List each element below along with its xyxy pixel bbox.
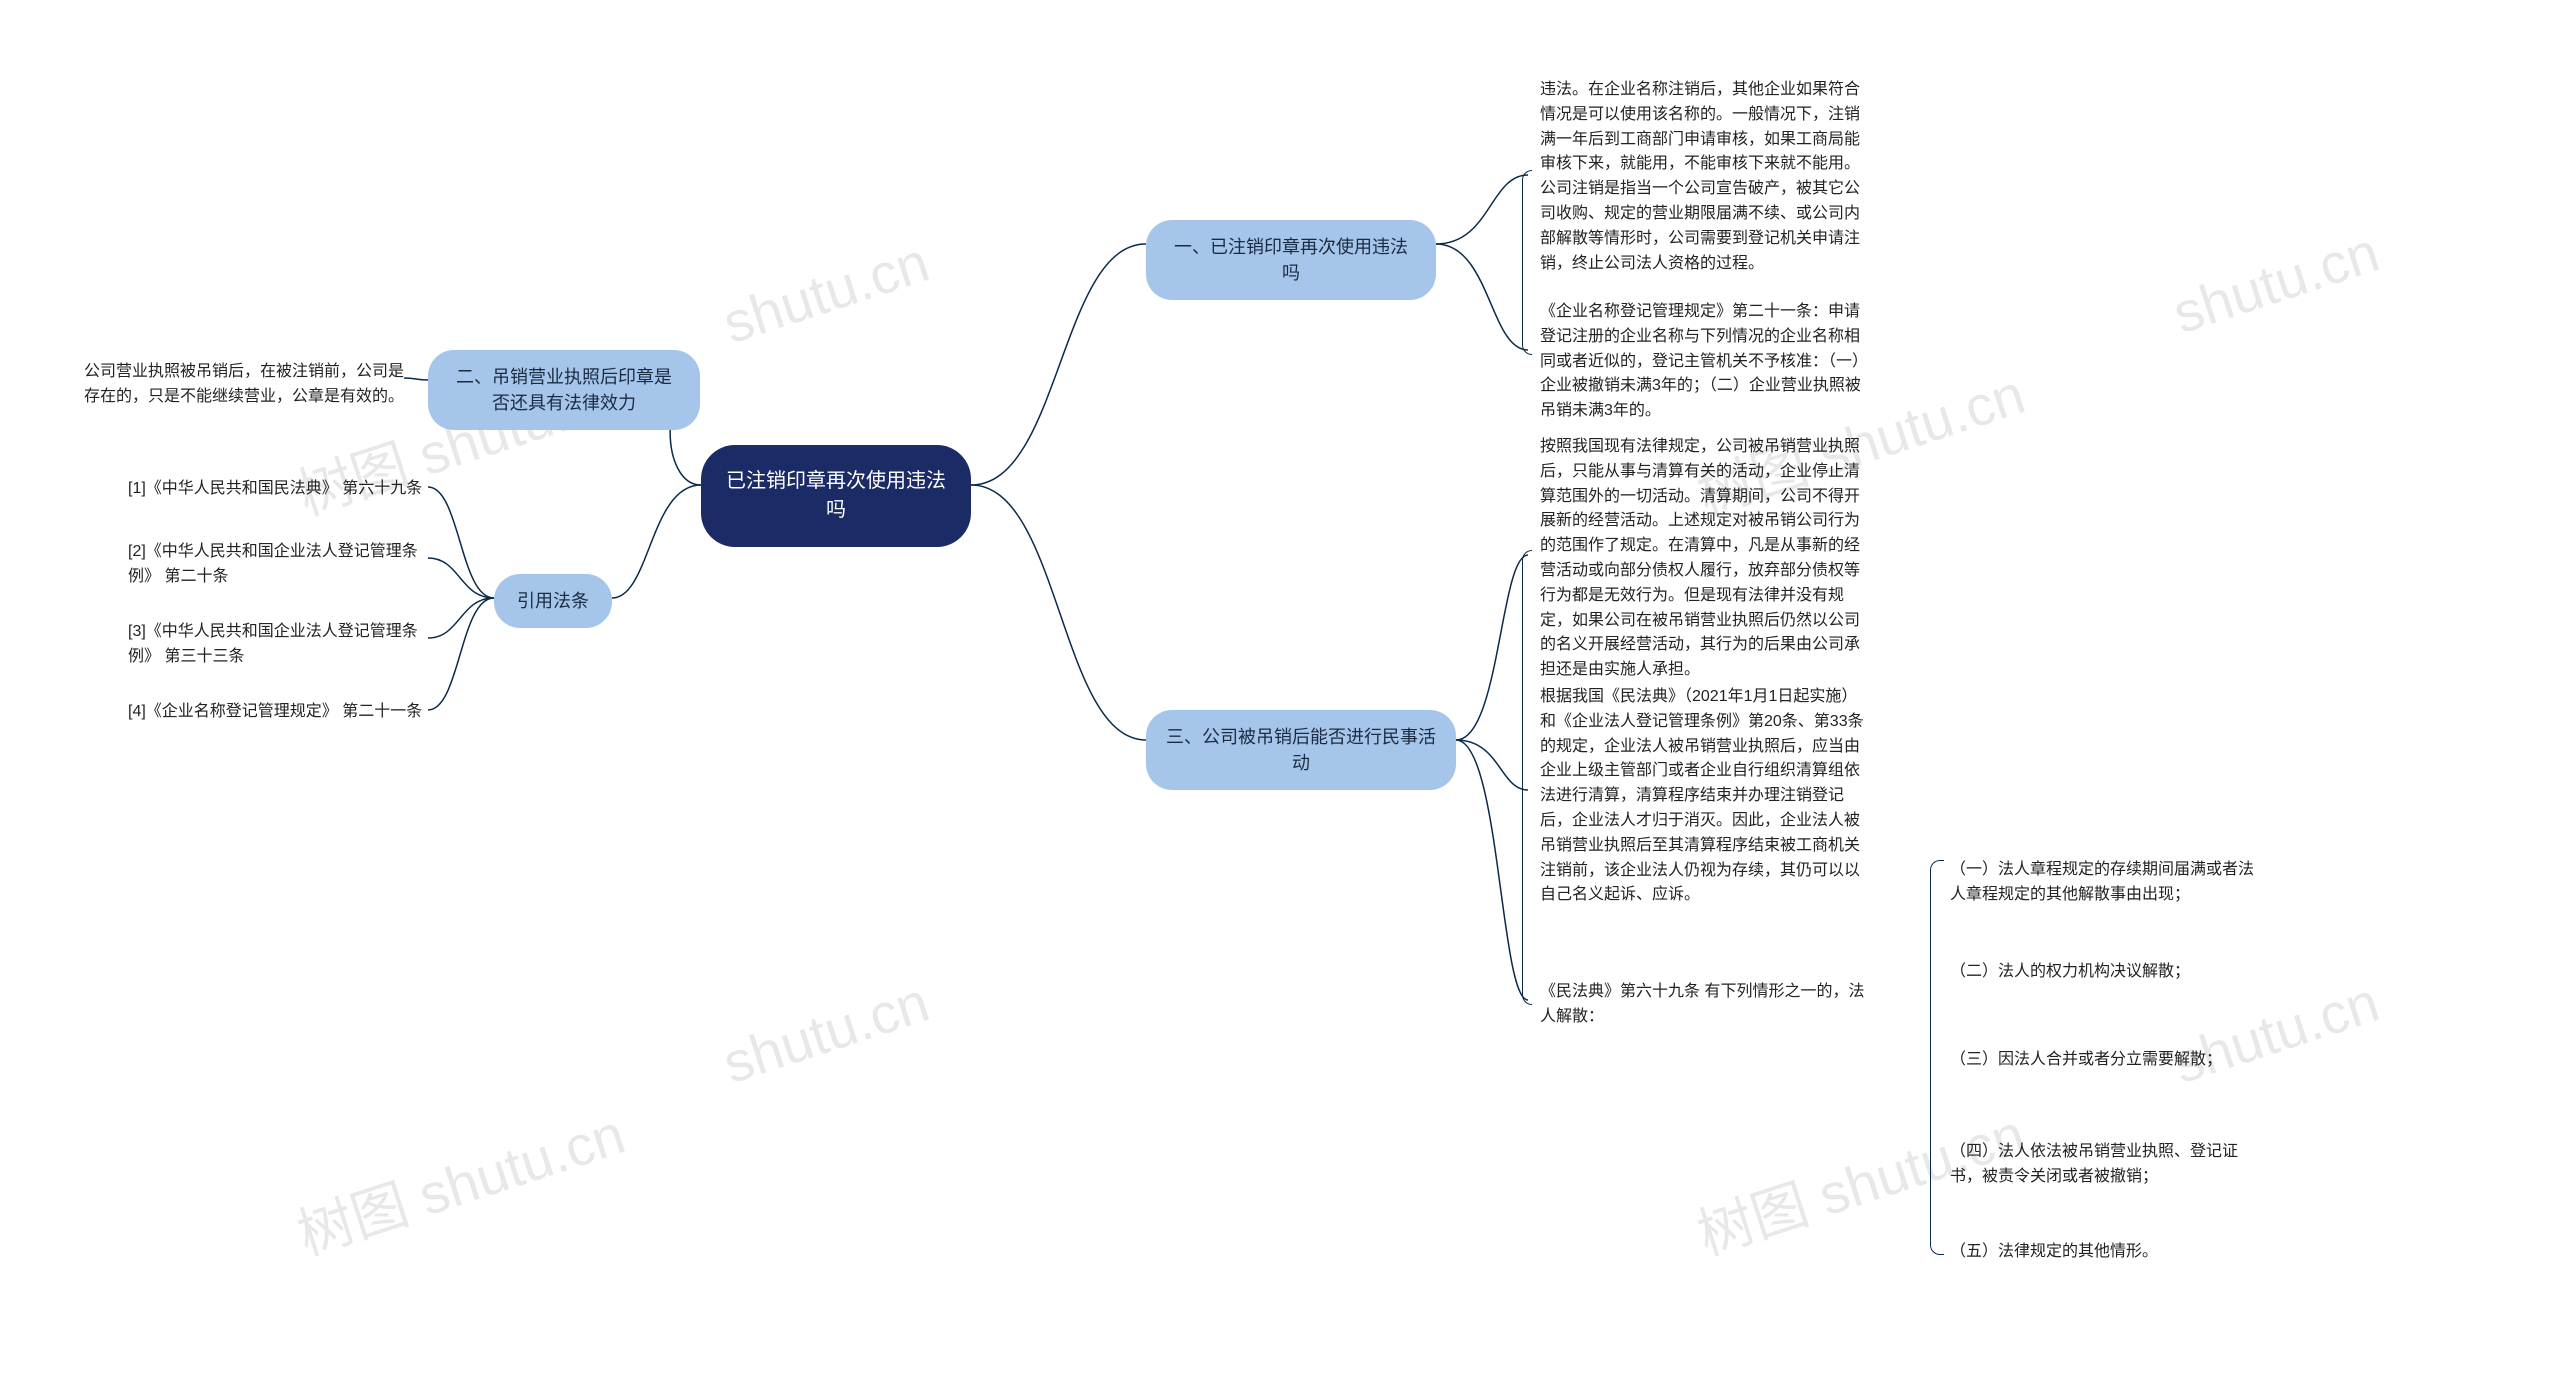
watermark: shutu.cn xyxy=(715,969,936,1096)
leaf-node: （一）法人章程规定的存续期间届满或者法人章程规定的其他解散事由出现； xyxy=(1950,858,2260,908)
leaf-node: （二）法人的权力机构决议解散； xyxy=(1950,960,2260,985)
leaf-node: （三）因法人合并或者分立需要解散； xyxy=(1950,1048,2260,1073)
branch-node: 三、公司被吊销后能否进行民事活动 xyxy=(1146,710,1456,790)
watermark: shutu.cn xyxy=(715,229,936,356)
central-node: 已注销印章再次使用违法吗 xyxy=(701,445,971,547)
leaf-node: 根据我国《民法典》（2021年1月1日起实施）和《企业法人登记管理条例》第20条… xyxy=(1540,685,1870,908)
bracket-r3 xyxy=(1522,550,1532,1005)
leaf-node: [2]《中华人民共和国企业法人登记管理条例》 第二十条 xyxy=(128,540,428,590)
leaf-node: （五）法律规定的其他情形。 xyxy=(1950,1240,2260,1265)
leaf-node: 违法。在企业名称注销后，其他企业如果符合情况是可以使用该名称的。一般情况下，注销… xyxy=(1540,78,1870,276)
watermark: shutu.cn xyxy=(2165,969,2386,1096)
leaf-node: 《民法典》第六十九条 有下列情形之一的，法人解散： xyxy=(1540,980,1870,1030)
bracket-grand xyxy=(1930,860,1944,1255)
leaf-node: 《企业名称登记管理规定》第二十一条：申请登记注册的企业名称与下列情况的企业名称相… xyxy=(1540,300,1870,424)
leaf-node: 公司营业执照被吊销后，在被注销前，公司是存在的，只是不能继续营业，公章是有效的。 xyxy=(84,360,404,410)
leaf-node: [3]《中华人民共和国企业法人登记管理条例》 第三十三条 xyxy=(128,620,428,670)
watermark: shutu.cn xyxy=(2165,219,2386,346)
leaf-node: [1]《中华人民共和国民法典》 第六十九条 xyxy=(128,477,428,502)
branch-node: 引用法条 xyxy=(494,574,612,628)
bracket-r1 xyxy=(1522,170,1532,355)
branch-node: 一、已注销印章再次使用违法吗 xyxy=(1146,220,1436,300)
leaf-node: 按照我国现有法律规定，公司被吊销营业执照后，只能从事与清算有关的活动，企业停止清… xyxy=(1540,435,1870,683)
watermark: 树图 shutu.cn xyxy=(286,1090,634,1272)
branch-node: 二、吊销营业执照后印章是否还具有法律效力 xyxy=(428,350,700,430)
leaf-node: [4]《企业名称登记管理规定》 第二十一条 xyxy=(128,700,428,725)
leaf-node: （四）法人依法被吊销营业执照、登记证书，被责令关闭或者被撤销； xyxy=(1950,1140,2260,1190)
